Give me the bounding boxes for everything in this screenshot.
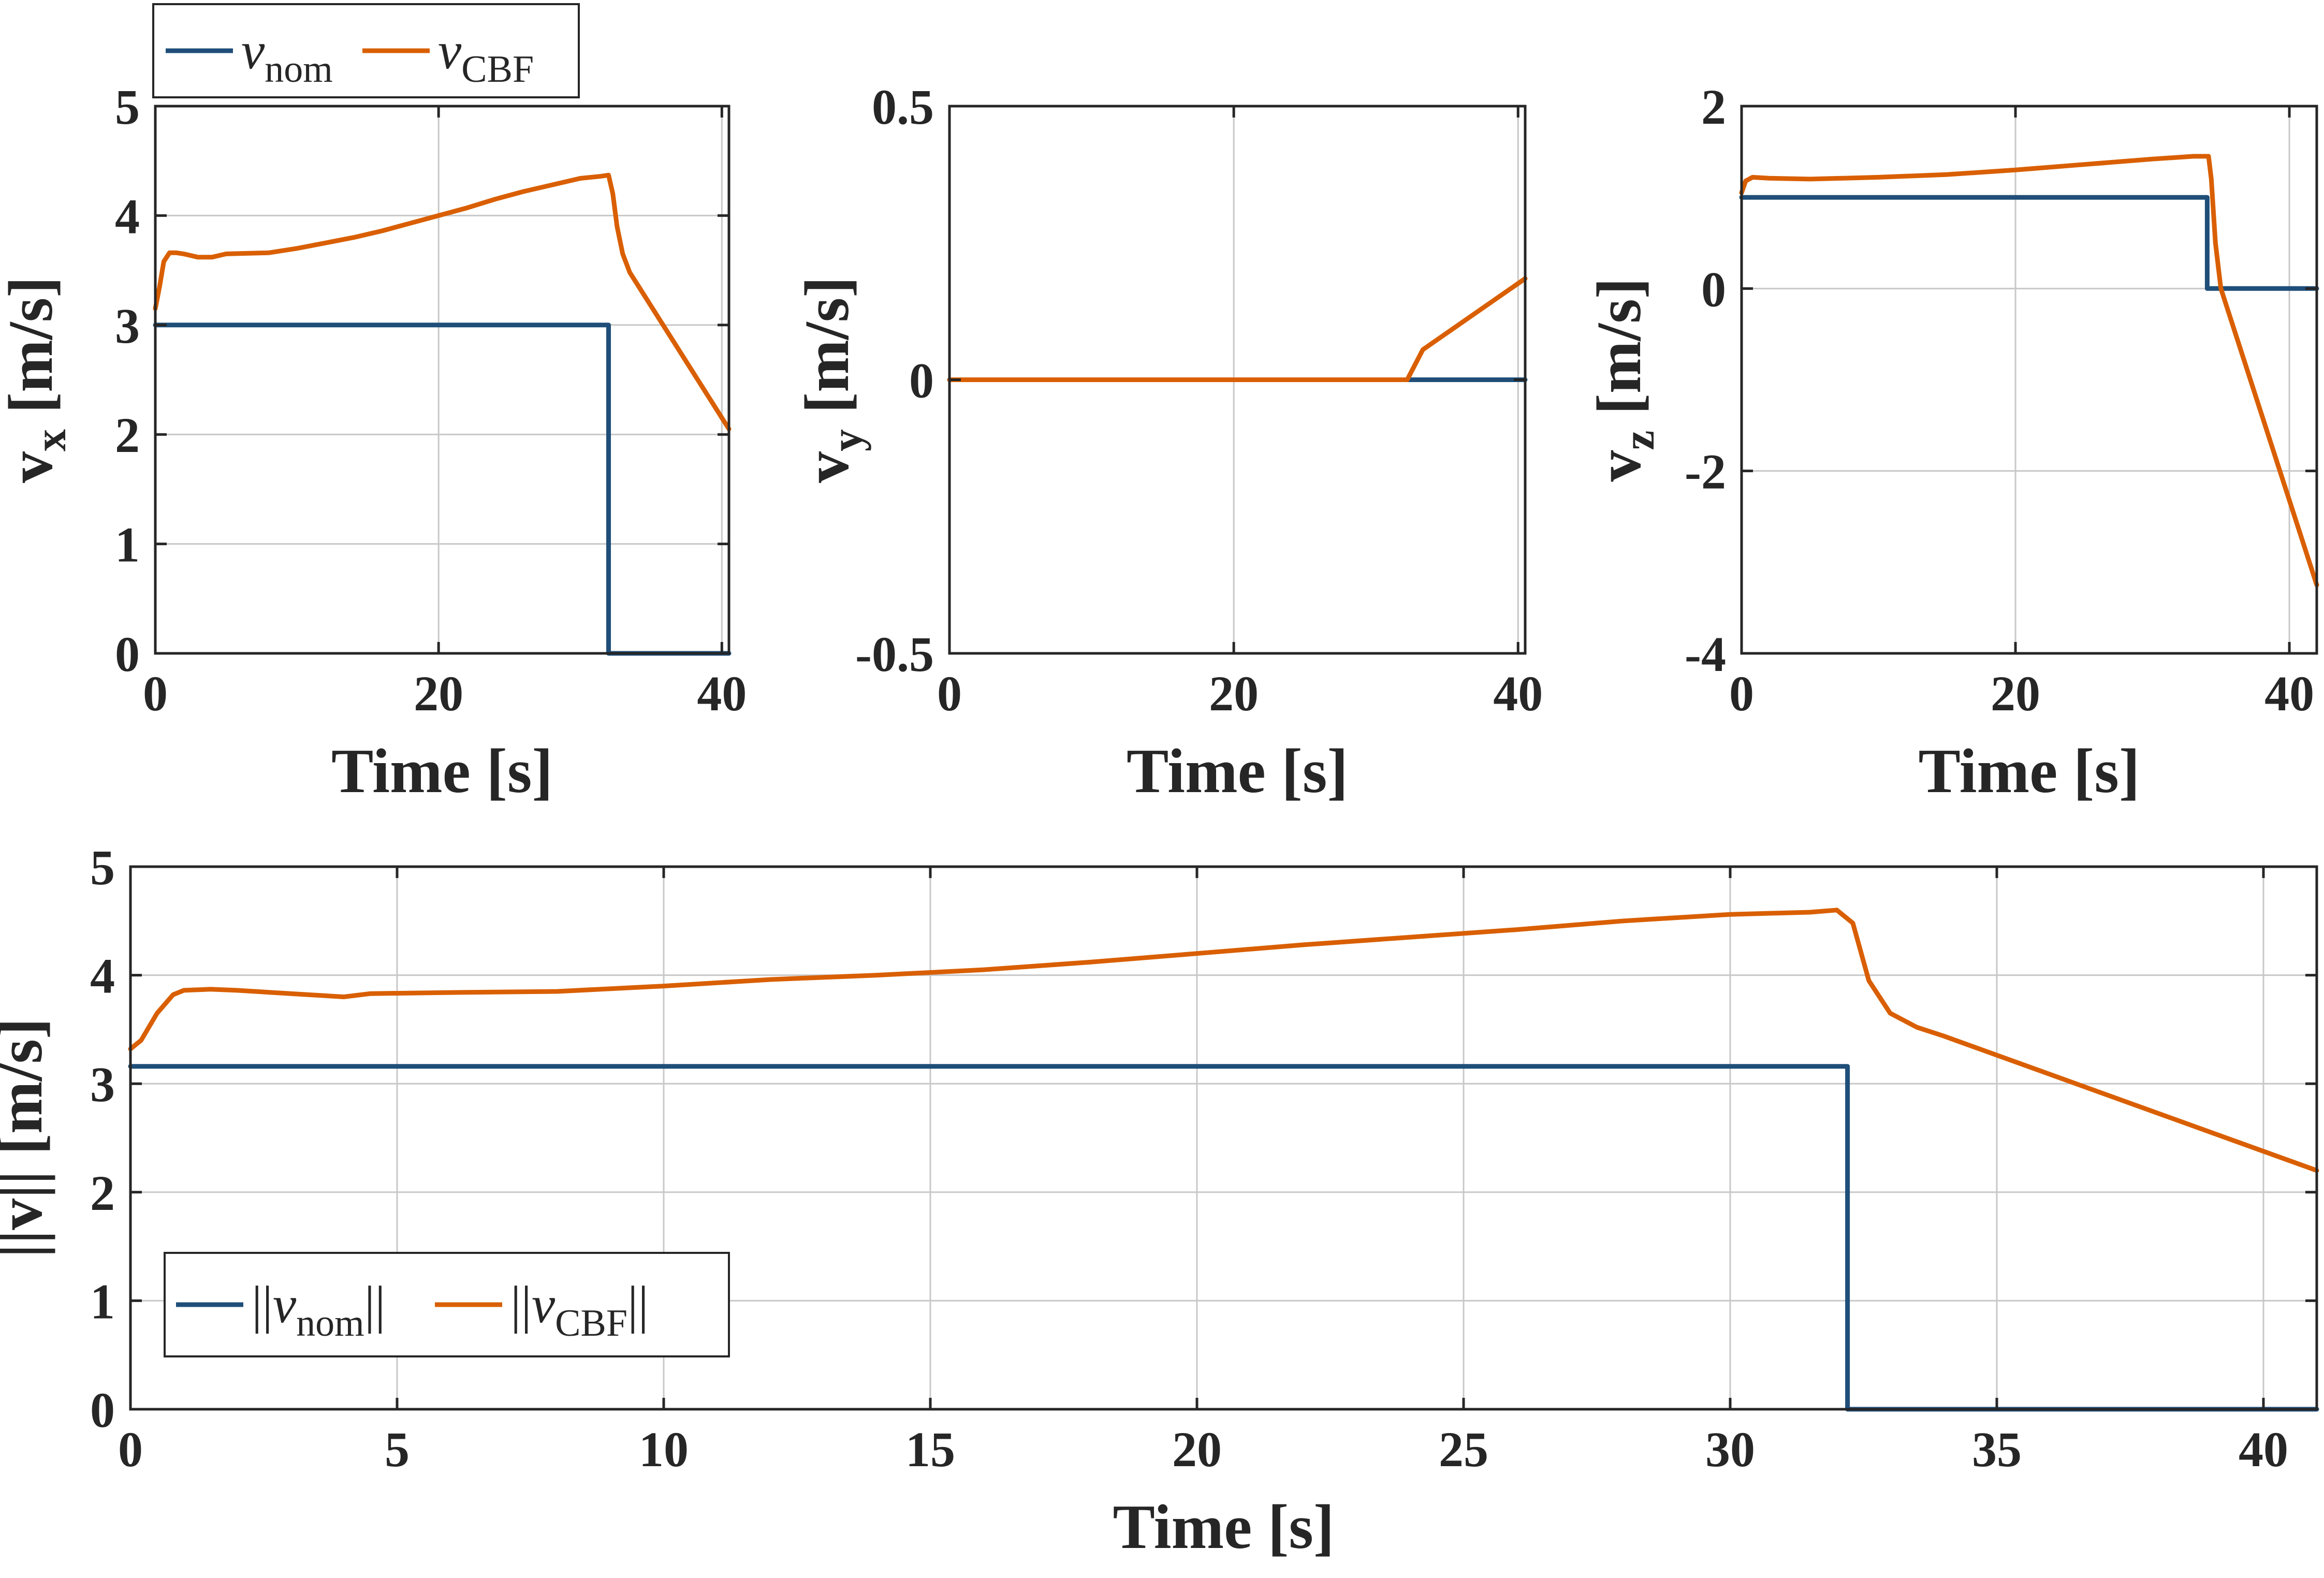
subplot-1: 0 20 40 0 1 2 3 4 5 Time [s] vx [m/s] — [0, 79, 747, 806]
axes-frame — [1740, 105, 2318, 655]
x-tick-label: 5 — [385, 1422, 410, 1477]
y-tick-label: -4 — [1685, 626, 1726, 682]
x-axis-label: Time [s] — [1127, 736, 1348, 806]
series-line-cbf — [153, 172, 732, 432]
y-tick-label: -2 — [1685, 444, 1726, 500]
x-tick-label: 0 — [1729, 666, 1754, 721]
y-tick-label: 2 — [1701, 79, 1726, 135]
x-tick-label: 0 — [937, 666, 962, 721]
x-tick-label: 40 — [1493, 666, 1543, 721]
y-tick-label: 0 — [115, 626, 140, 682]
subplot-4: 0 5 10 15 20 25 30 35 40 0 1 2 3 4 5 Time [s] ||v|| [m/s… — [0, 840, 2319, 1562]
series-line-nominal — [153, 323, 732, 656]
y-tick-label: 5 — [115, 79, 140, 135]
y-axis-label: vz [m/s] — [1584, 278, 1663, 482]
series-line-cbf — [947, 276, 1528, 382]
legend-label-cbf: ||vCBF|| — [510, 1276, 649, 1345]
x-tick-label: 30 — [1705, 1422, 1755, 1477]
x-tick-label: 35 — [1972, 1422, 2022, 1477]
x-tick-label: 20 — [1991, 666, 2040, 721]
axes-frame — [129, 865, 2318, 1411]
y-tick-label: 2 — [90, 1165, 115, 1221]
x-tick-label: 20 — [414, 666, 463, 721]
y-tick-label: 2 — [115, 407, 140, 463]
x-axis-label: Time [s] — [1918, 736, 2140, 806]
legend-label-nominal: vnom — [241, 22, 333, 91]
y-tick-label: 1 — [90, 1274, 115, 1329]
x-tick-label: 20 — [1209, 666, 1259, 721]
y-tick-label: -0.5 — [855, 626, 934, 682]
x-axis-label: Time [s] — [331, 736, 553, 806]
x-axis-label: Time [s] — [1113, 1492, 1334, 1562]
y-tick-label: 5 — [90, 840, 115, 895]
series-line-nominal — [1739, 195, 2319, 291]
legend-label-nominal: ||vnom|| — [252, 1276, 386, 1345]
y-tick-label: 1 — [115, 517, 140, 573]
y-tick-label: 0 — [1701, 261, 1726, 317]
x-tick-label: 40 — [2239, 1422, 2288, 1477]
x-tick-label: 0 — [118, 1422, 143, 1477]
y-axis-label: ||v|| [m/s] — [0, 1018, 55, 1258]
x-tick-label: 40 — [697, 666, 747, 721]
y-tick-label: 3 — [115, 298, 140, 354]
x-tick-label: 10 — [639, 1422, 689, 1477]
y-axis-label: vy [m/s] — [792, 276, 871, 483]
y-tick-label: 0 — [909, 353, 934, 408]
series-line-nominal — [128, 1064, 2319, 1412]
x-tick-label: 25 — [1439, 1422, 1488, 1477]
y-tick-label: 4 — [90, 948, 115, 1004]
axes-frame — [154, 105, 730, 655]
series-line-cbf — [1739, 154, 2319, 588]
legend-label-cbf: vCBF — [438, 22, 534, 91]
y-axis-label: vx [m/s] — [0, 276, 75, 483]
series-line-cbf — [128, 908, 2319, 1173]
legend-top: vnom vCBF — [152, 3, 580, 98]
x-tick-label: 15 — [905, 1422, 955, 1477]
y-tick-label: 0.5 — [872, 79, 934, 135]
subplot-3: 0 20 40 -4 -2 0 2 Time [s] vz [m/s] — [1584, 79, 2319, 806]
y-tick-label: 0 — [90, 1382, 115, 1438]
x-tick-label: 0 — [143, 666, 168, 721]
x-tick-label: 40 — [2264, 666, 2314, 721]
x-tick-label: 20 — [1172, 1422, 1222, 1477]
legend-bottom: ||vnom|| ||vCBF|| — [164, 1252, 730, 1357]
y-tick-label: 3 — [90, 1057, 115, 1112]
y-tick-label: 4 — [115, 188, 140, 244]
